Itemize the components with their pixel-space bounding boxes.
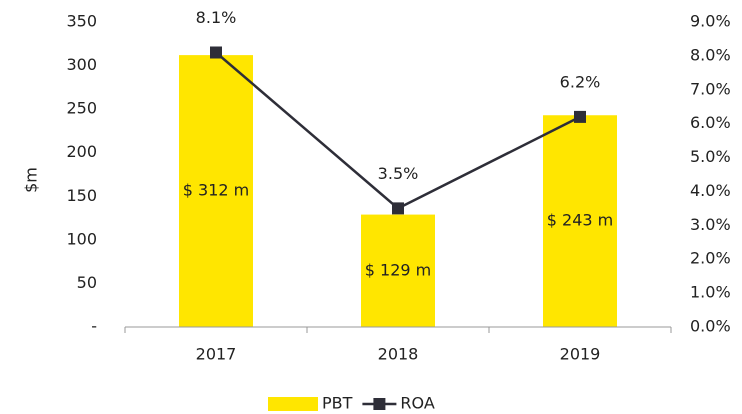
y2-tick-label: 8.0% [690, 45, 731, 64]
y2-tick-label: 6.0% [690, 113, 731, 132]
line-value-label: 8.1% [196, 8, 237, 27]
y2-tick-label: 3.0% [690, 215, 731, 234]
line-marker [392, 202, 404, 215]
legend-swatch [268, 397, 318, 411]
y-tick-label: 200 [66, 142, 97, 161]
y2-tick-label: 4.0% [690, 181, 731, 200]
y2-tick-label: 9.0% [690, 12, 731, 31]
x-tick-label: 2017 [196, 345, 237, 364]
bar [361, 214, 435, 327]
bar-value-label: $ 312 m [183, 181, 249, 200]
bar [179, 55, 253, 327]
y-tick-label: 300 [66, 55, 97, 74]
line-value-label: 3.5% [378, 164, 419, 183]
y-axis-label: $m [22, 167, 41, 193]
legend-label: PBT [322, 394, 353, 413]
y2-tick-label: 1.0% [690, 283, 731, 302]
line [215, 51, 581, 210]
y2-tick-label: 5.0% [690, 147, 731, 166]
y-tick-label: 350 [66, 12, 97, 31]
y-tick-label: - [91, 317, 97, 336]
y-tick-label: 50 [77, 273, 97, 292]
y-tick-label: 250 [66, 99, 97, 118]
bar-value-label: $ 129 m [365, 260, 431, 279]
y2-tick-label: 0.0% [690, 317, 731, 336]
y2-tick-label: 7.0% [690, 79, 731, 98]
bar [543, 115, 617, 327]
bar-value-label: $ 243 m [547, 211, 613, 230]
x-tick-label: 2018 [378, 345, 419, 364]
line-marker [574, 110, 586, 123]
legend-marker [373, 398, 386, 410]
y2-tick-label: 2.0% [690, 249, 731, 268]
x-tick-label: 2019 [560, 345, 601, 364]
line-value-label: 6.2% [560, 72, 601, 91]
line-marker [210, 46, 222, 59]
legend-label: ROA [400, 394, 434, 413]
y-tick-label: 100 [66, 229, 97, 248]
y-tick-label: 150 [66, 186, 97, 205]
